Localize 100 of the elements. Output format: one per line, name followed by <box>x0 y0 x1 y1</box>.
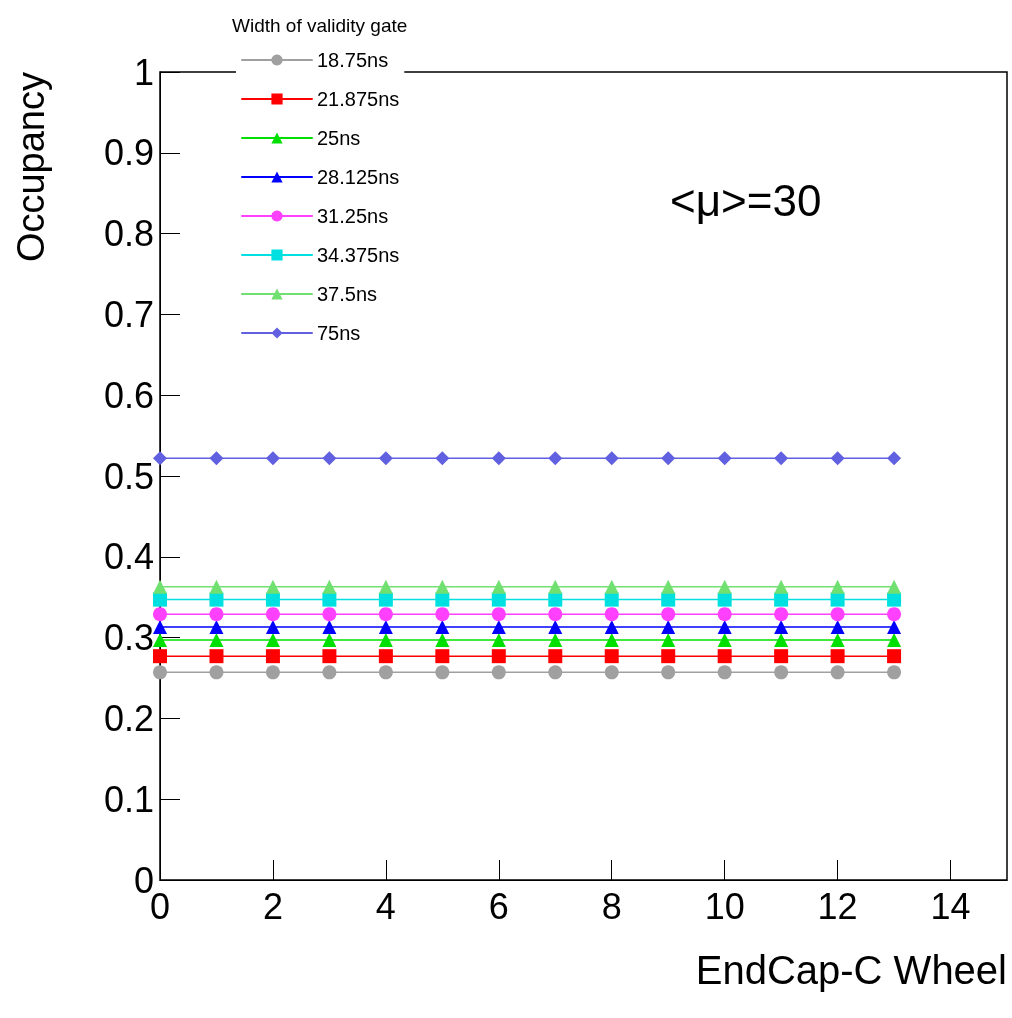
point <box>661 633 676 648</box>
point <box>717 592 732 607</box>
y-tick-label: 0.6 <box>103 374 154 416</box>
point <box>887 633 902 648</box>
point <box>548 633 563 648</box>
point <box>378 620 393 635</box>
point <box>153 633 167 648</box>
y-axis-title: Occupancy <box>10 72 52 263</box>
point <box>661 649 676 664</box>
point <box>830 620 845 635</box>
point <box>661 579 676 594</box>
y-tick-label: 0.8 <box>103 213 154 255</box>
y-tick-label: 1 <box>133 51 154 93</box>
x-tick-label: 2 <box>262 885 283 927</box>
point <box>209 607 224 622</box>
y-tick-label: 0.3 <box>103 617 154 659</box>
annotation: <μ>=30 <box>670 175 822 225</box>
point <box>604 633 619 648</box>
point <box>830 649 845 664</box>
point <box>435 451 450 466</box>
point <box>830 592 845 607</box>
point <box>830 665 845 680</box>
point <box>265 665 280 680</box>
point <box>661 620 676 635</box>
point <box>265 633 280 648</box>
point <box>604 607 619 622</box>
point <box>717 607 732 622</box>
point <box>435 665 450 680</box>
point <box>153 665 167 680</box>
point <box>153 607 167 622</box>
point <box>265 579 280 594</box>
point <box>887 451 902 466</box>
y-tick-label: 0.9 <box>103 132 154 174</box>
point <box>774 451 789 466</box>
point <box>322 665 337 680</box>
point <box>491 649 506 664</box>
point <box>265 620 280 635</box>
point <box>491 592 506 607</box>
point <box>491 620 506 635</box>
point <box>661 592 676 607</box>
x-tick-label: 10 <box>704 885 745 927</box>
point <box>435 592 450 607</box>
legend-label: 18.75ns <box>317 49 389 71</box>
point <box>774 592 789 607</box>
x-tick-label: 4 <box>375 885 396 927</box>
point <box>153 649 167 664</box>
point <box>491 451 506 466</box>
point <box>717 620 732 635</box>
point <box>378 633 393 648</box>
point <box>548 665 563 680</box>
point <box>661 451 676 466</box>
point <box>830 607 845 622</box>
point <box>604 451 619 466</box>
point <box>435 633 450 648</box>
y-tick-label: 0.5 <box>103 455 154 497</box>
point <box>378 451 393 466</box>
point <box>774 620 789 635</box>
point <box>548 607 563 622</box>
legend-title: Width of validity gate <box>232 15 408 36</box>
point <box>153 451 167 466</box>
point <box>887 620 902 635</box>
legend-label: 75ns <box>317 322 361 344</box>
point <box>265 607 280 622</box>
point <box>378 607 393 622</box>
y-tick-label: 0.2 <box>103 697 154 739</box>
point <box>209 620 224 635</box>
point <box>209 665 224 680</box>
point <box>435 607 450 622</box>
point <box>322 649 337 664</box>
point <box>491 607 506 622</box>
point <box>887 607 902 622</box>
point <box>265 451 280 466</box>
point <box>548 649 563 664</box>
legend-label: 25ns <box>317 127 361 149</box>
y-tick-label: 0.1 <box>103 778 154 820</box>
point <box>830 633 845 648</box>
point <box>378 579 393 594</box>
point <box>604 649 619 664</box>
point <box>774 633 789 648</box>
point <box>322 579 337 594</box>
point <box>604 579 619 594</box>
point <box>717 665 732 680</box>
point <box>548 592 563 607</box>
y-tick-label: 0.7 <box>103 293 154 335</box>
point <box>265 592 280 607</box>
point <box>378 592 393 607</box>
point <box>322 620 337 635</box>
x-tick-label: 14 <box>930 885 971 927</box>
point <box>209 649 224 664</box>
legend-label: 21.875ns <box>317 88 400 110</box>
point <box>322 451 337 466</box>
point <box>209 579 224 594</box>
point <box>265 649 280 664</box>
legend-label: 37.5ns <box>317 283 378 305</box>
point <box>491 579 506 594</box>
x-axis-title: EndCap-C Wheel <box>695 948 1007 992</box>
point <box>887 592 902 607</box>
point <box>604 592 619 607</box>
point <box>774 665 789 680</box>
point <box>717 633 732 648</box>
